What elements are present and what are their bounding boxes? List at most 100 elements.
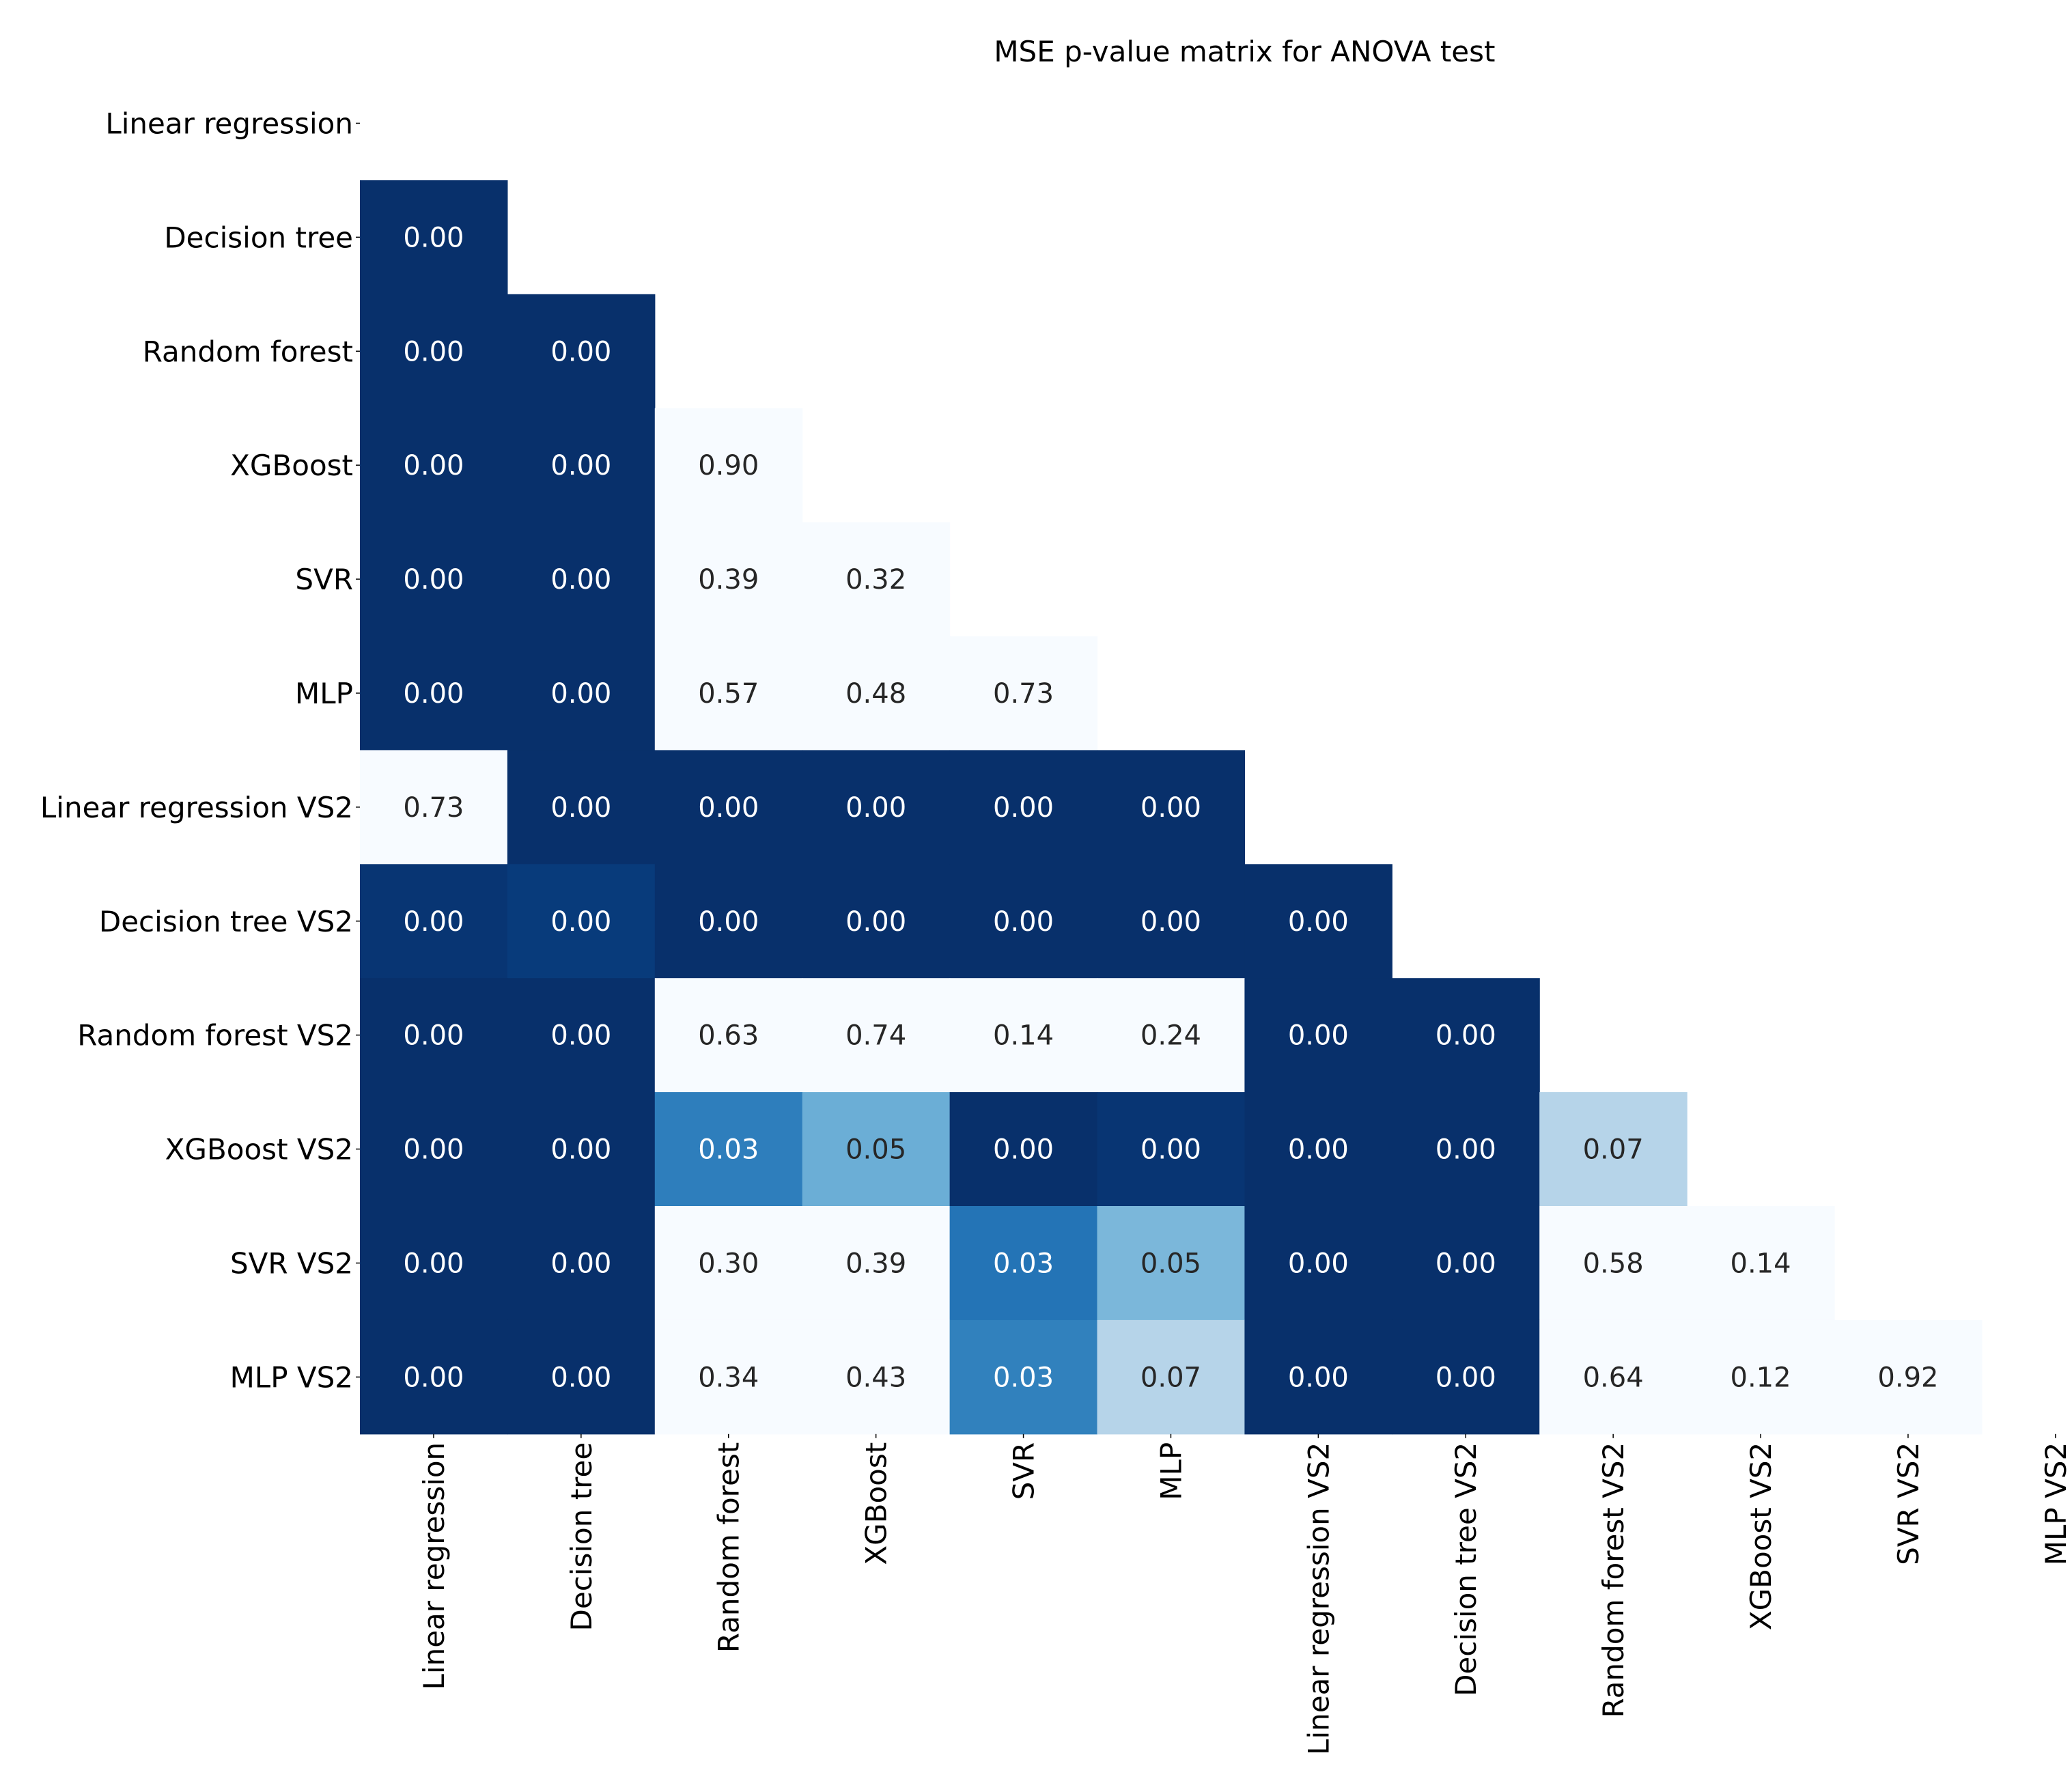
cell-r9-c1 — [507, 1092, 656, 1207]
cell-value-r9-c1: 0.00 — [550, 1134, 611, 1166]
heatmap-cells — [360, 180, 1983, 1435]
y-tick-label-5: MLP — [295, 677, 353, 710]
cell-value-r5-c2: 0.57 — [698, 678, 759, 710]
cell-value-r7-c0: 0.00 — [403, 906, 464, 938]
cell-r9-c0 — [360, 1092, 508, 1207]
x-axis: Linear regression Decision tree Random for… — [417, 1433, 2072, 1755]
cell-r8-c0 — [360, 978, 508, 1093]
x-tick-label-9: XGBoost VS2 — [1744, 1442, 1778, 1630]
cell-r8-c5 — [1097, 978, 1245, 1093]
y-tick-label-7: Decision tree VS2 — [99, 905, 353, 938]
y-tick-label-10: SVR VS2 — [230, 1246, 353, 1280]
cell-r7-c4 — [949, 864, 1098, 979]
cell-r11-c2 — [654, 1319, 803, 1435]
cell-r10-c7 — [1392, 1206, 1540, 1321]
cell-value-r2-c1: 0.00 — [550, 336, 611, 367]
cell-value-r5-c0: 0.00 — [403, 678, 464, 710]
cell-value-r7-c4: 0.00 — [993, 906, 1054, 938]
cell-value-r11-c9: 0.12 — [1731, 1362, 1791, 1393]
cell-value-r9-c7: 0.00 — [1436, 1134, 1496, 1166]
cell-value-r10-c1: 0.00 — [550, 1248, 611, 1279]
cell-value-r5-c4: 0.73 — [993, 678, 1054, 710]
cell-value-r8-c0: 0.00 — [403, 1020, 464, 1052]
x-tick-label-0: Linear regression — [417, 1442, 451, 1690]
cell-value-r1-c0: 0.00 — [403, 222, 464, 253]
cell-r3-c2 — [654, 408, 803, 523]
cell-value-r11-c8: 0.64 — [1583, 1362, 1644, 1393]
cell-value-r10-c9: 0.14 — [1731, 1248, 1791, 1279]
y-tick-label-2: Random forest — [143, 335, 353, 368]
cell-r6-c4 — [949, 750, 1098, 865]
cell-r9-c6 — [1244, 1092, 1392, 1207]
cell-r11-c8 — [1539, 1319, 1688, 1435]
cell-r8-c4 — [949, 978, 1098, 1093]
cell-r10-c1 — [507, 1206, 656, 1321]
cell-r10-c3 — [802, 1206, 951, 1321]
cell-r5-c4 — [949, 636, 1098, 751]
cell-value-r7-c1: 0.00 — [550, 906, 611, 938]
cell-r7-c3 — [802, 864, 951, 979]
cell-value-r10-c2: 0.30 — [698, 1248, 759, 1279]
cell-r10-c9 — [1687, 1206, 1835, 1321]
cell-r9-c3 — [802, 1092, 951, 1207]
cell-value-r10-c7: 0.00 — [1436, 1248, 1496, 1279]
cell-r8-c6 — [1244, 978, 1392, 1093]
x-tick-label-4: SVR — [1007, 1442, 1041, 1500]
cell-r6-c1 — [507, 750, 656, 865]
cell-r8-c3 — [802, 978, 951, 1093]
cell-value-r5-c1: 0.00 — [550, 678, 611, 710]
cell-r10-c2 — [654, 1206, 803, 1321]
y-tick-label-9: XGBoost VS2 — [165, 1133, 353, 1166]
cell-r8-c2 — [654, 978, 803, 1093]
cell-r11-c4 — [949, 1319, 1098, 1435]
cell-r6-c3 — [802, 750, 951, 865]
cell-r7-c0 — [360, 864, 508, 979]
cell-r10-c0 — [360, 1206, 508, 1321]
chart-title: MSE p-value matrix for ANOVA test — [994, 35, 1495, 68]
y-axis: Linear regression Decision tree Random for… — [40, 107, 360, 1394]
x-tick-label-7: Decision tree VS2 — [1449, 1442, 1483, 1696]
cell-r7-c2 — [654, 864, 803, 979]
cell-value-r10-c5: 0.05 — [1140, 1248, 1201, 1279]
x-tick-label-11: MLP VS2 — [2039, 1442, 2072, 1565]
cell-value-r6-c3: 0.00 — [845, 792, 906, 824]
cell-value-r11-c6: 0.00 — [1288, 1362, 1349, 1393]
cell-value-r5-c3: 0.48 — [845, 678, 906, 710]
cell-value-r11-c4: 0.03 — [993, 1362, 1054, 1393]
cell-r4-c0 — [360, 522, 508, 637]
cell-value-r7-c6: 0.00 — [1288, 906, 1349, 938]
cell-r5-c2 — [654, 636, 803, 751]
y-tick-label-8: Random forest VS2 — [77, 1019, 353, 1052]
cell-value-r10-c4: 0.03 — [993, 1248, 1054, 1279]
cell-value-r11-c7: 0.00 — [1436, 1362, 1496, 1393]
cell-r10-c5 — [1097, 1206, 1245, 1321]
cell-r4-c1 — [507, 522, 656, 637]
cell-r7-c6 — [1244, 864, 1392, 979]
cell-r11-c7 — [1392, 1319, 1540, 1435]
cell-value-r4-c2: 0.39 — [698, 564, 759, 596]
cell-value-r6-c4: 0.00 — [993, 792, 1054, 824]
cell-r10-c8 — [1539, 1206, 1688, 1321]
cell-r9-c7 — [1392, 1092, 1540, 1207]
cell-value-r4-c3: 0.32 — [845, 564, 906, 596]
cell-value-r8-c2: 0.63 — [698, 1020, 759, 1052]
x-tick-label-8: Random forest VS2 — [1597, 1442, 1630, 1718]
x-tick-label-3: XGBoost — [860, 1442, 893, 1565]
cell-value-r8-c5: 0.24 — [1140, 1020, 1201, 1052]
cell-value-r6-c2: 0.00 — [698, 792, 759, 824]
cell-value-r3-c2: 0.90 — [698, 450, 759, 481]
cell-r7-c1 — [507, 864, 656, 979]
cell-value-r3-c1: 0.00 — [550, 450, 611, 481]
cell-r11-c0 — [360, 1319, 508, 1435]
cell-r1-c0 — [360, 180, 508, 295]
cell-r4-c3 — [802, 522, 951, 637]
y-tick-label-0: Linear regression — [105, 107, 353, 140]
cell-r11-c9 — [1687, 1319, 1835, 1435]
cell-value-r10-c8: 0.58 — [1583, 1248, 1644, 1279]
heatmap-cell-labels: 0.00 0.00 0.00 0.00 0.00 0.90 0.00 0.00 0.39 0.32… — [403, 222, 1938, 1393]
cell-value-r3-c0: 0.00 — [403, 450, 464, 481]
cell-value-r10-c3: 0.39 — [845, 1248, 906, 1279]
y-tick-label-6: Linear regression VS2 — [40, 791, 353, 824]
cell-value-r9-c4: 0.00 — [993, 1134, 1054, 1166]
